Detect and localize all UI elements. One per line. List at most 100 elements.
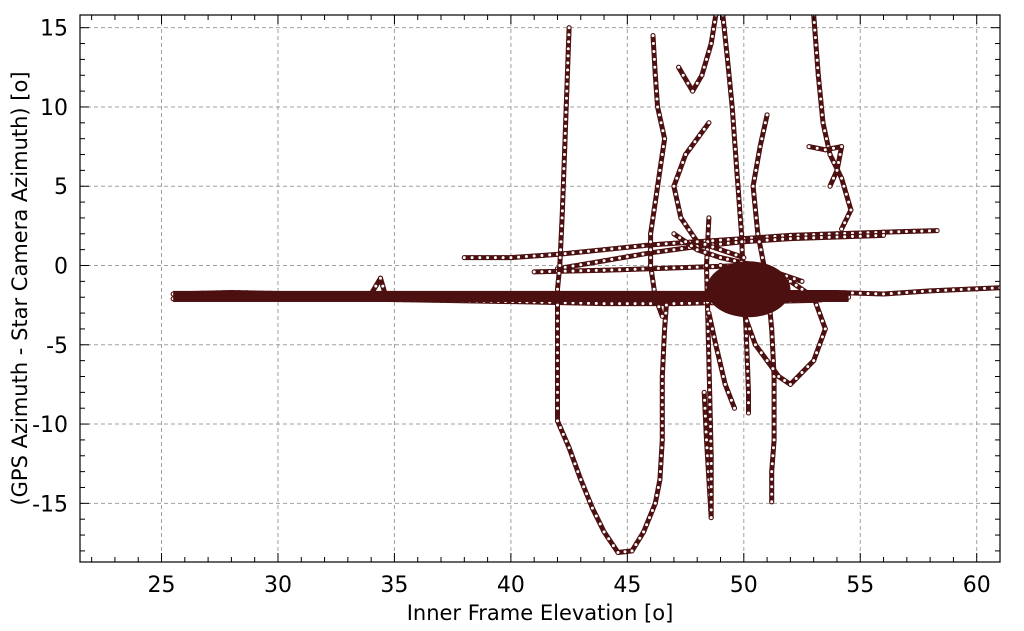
data-point <box>752 175 757 181</box>
data-point <box>651 207 657 213</box>
data-point <box>805 364 811 370</box>
data-point <box>709 33 715 39</box>
data-point <box>888 229 894 235</box>
data-point <box>752 342 758 348</box>
data-point <box>624 244 630 250</box>
data-point <box>673 191 679 197</box>
data-point <box>733 240 739 245</box>
data-point <box>500 255 506 261</box>
data-point <box>624 254 630 260</box>
data-point <box>718 241 723 247</box>
data-point <box>609 246 615 252</box>
data-point <box>769 476 775 482</box>
data-point <box>492 255 498 261</box>
data-point <box>610 543 616 549</box>
x-tick-label: 50 <box>730 573 758 598</box>
y-tick-label: -15 <box>32 492 68 517</box>
data-point <box>735 189 741 194</box>
data-point <box>640 243 646 249</box>
data-point <box>720 374 726 379</box>
data-point <box>725 256 730 262</box>
data-point <box>735 182 741 187</box>
data-point <box>702 405 708 411</box>
data-point <box>562 251 568 257</box>
data-point <box>706 350 712 356</box>
data-point <box>780 236 786 242</box>
data-point <box>725 56 730 62</box>
data-point <box>708 507 714 513</box>
data-point <box>815 72 821 78</box>
data-point <box>819 334 825 340</box>
data-point <box>661 342 667 348</box>
data-point <box>707 409 713 415</box>
data-point <box>812 27 818 33</box>
data-point <box>731 132 737 138</box>
data-point <box>724 49 730 55</box>
data-point <box>755 231 761 237</box>
data-point <box>706 120 712 126</box>
data-point <box>712 19 718 25</box>
data-point <box>732 405 737 411</box>
data-point <box>587 498 592 504</box>
data-point <box>811 358 817 364</box>
data-point <box>557 263 563 268</box>
data-point <box>563 116 569 122</box>
data-point <box>652 500 658 506</box>
data-point <box>744 361 750 367</box>
data-point <box>881 232 886 238</box>
data-point <box>632 266 638 272</box>
data-point <box>555 278 561 284</box>
data-point <box>569 453 575 459</box>
data-point <box>958 287 964 292</box>
data-point <box>560 431 566 437</box>
data-point <box>651 286 657 292</box>
data-point <box>566 39 572 45</box>
data-point <box>888 291 894 296</box>
data-point <box>850 233 855 239</box>
data-point <box>674 199 680 205</box>
x-axis-label: Inner Frame Elevation [o] <box>407 601 674 625</box>
data-point <box>966 286 972 292</box>
data-point <box>919 228 925 234</box>
data-point <box>706 343 711 349</box>
data-point <box>706 365 712 371</box>
data-point <box>710 252 716 258</box>
data-point <box>732 258 737 264</box>
data-point <box>648 301 654 307</box>
data-point <box>715 350 721 356</box>
data-point <box>560 187 566 193</box>
data-point <box>555 334 560 340</box>
data-point <box>657 477 663 483</box>
data-point <box>717 358 723 364</box>
data-point <box>706 223 711 229</box>
data-point <box>873 291 879 297</box>
data-point <box>841 183 847 189</box>
data-point <box>731 125 737 131</box>
data-point <box>814 350 820 356</box>
data-point <box>708 491 714 497</box>
data-point <box>702 241 708 247</box>
data-point <box>722 381 728 387</box>
data-point <box>648 247 654 253</box>
data-point <box>771 381 777 387</box>
data-point <box>647 515 652 521</box>
data-point <box>764 358 770 364</box>
data-point <box>771 389 777 395</box>
data-point <box>624 267 630 272</box>
data-point <box>629 548 635 554</box>
data-point <box>708 461 714 466</box>
data-point <box>655 249 661 255</box>
data-point <box>769 491 775 497</box>
data-point <box>655 265 661 271</box>
data-point <box>640 266 646 272</box>
data-point <box>904 290 910 295</box>
data-point <box>771 397 777 403</box>
data-point <box>769 326 775 332</box>
data-point <box>559 223 565 229</box>
data-point <box>650 278 656 284</box>
data-point <box>566 25 572 31</box>
data-point <box>746 389 751 395</box>
data-point <box>982 285 987 291</box>
data-point <box>826 234 832 240</box>
data-point <box>676 207 682 213</box>
